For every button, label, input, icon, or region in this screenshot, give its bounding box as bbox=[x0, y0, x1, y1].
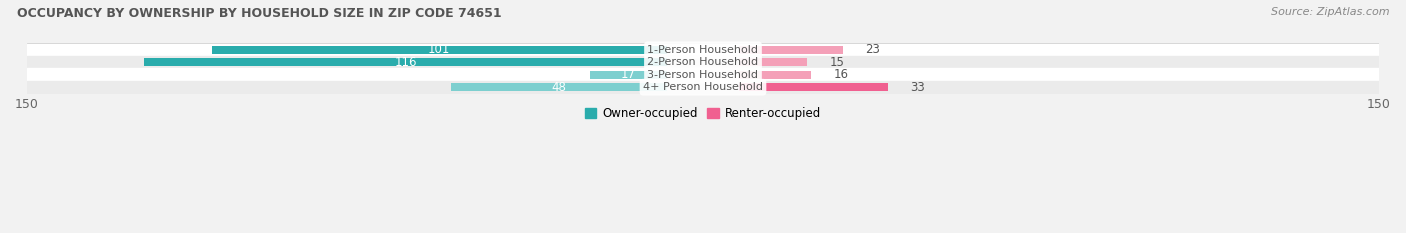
Text: 3-Person Household: 3-Person Household bbox=[648, 70, 758, 80]
Text: 1-Person Household: 1-Person Household bbox=[648, 45, 758, 55]
Bar bbox=[591, 71, 666, 79]
Bar bbox=[212, 46, 666, 54]
Bar bbox=[145, 58, 666, 66]
Text: 23: 23 bbox=[865, 43, 880, 56]
Bar bbox=[27, 44, 1379, 56]
Bar bbox=[450, 83, 666, 91]
Text: 116: 116 bbox=[394, 56, 416, 69]
Text: 16: 16 bbox=[834, 68, 849, 81]
Text: 17: 17 bbox=[621, 68, 636, 81]
Text: 2-Person Household: 2-Person Household bbox=[647, 57, 759, 67]
Bar bbox=[27, 81, 1379, 93]
Bar bbox=[740, 83, 887, 91]
Legend: Owner-occupied, Renter-occupied: Owner-occupied, Renter-occupied bbox=[585, 107, 821, 120]
Bar bbox=[740, 71, 811, 79]
Text: Source: ZipAtlas.com: Source: ZipAtlas.com bbox=[1271, 7, 1389, 17]
Text: 4+ Person Household: 4+ Person Household bbox=[643, 82, 763, 92]
Bar bbox=[740, 46, 842, 54]
Text: 15: 15 bbox=[830, 56, 844, 69]
Bar bbox=[740, 58, 807, 66]
Text: 33: 33 bbox=[910, 81, 925, 94]
Text: 101: 101 bbox=[429, 43, 450, 56]
Bar bbox=[27, 69, 1379, 81]
Bar bbox=[27, 56, 1379, 69]
Text: 48: 48 bbox=[551, 81, 567, 94]
Text: OCCUPANCY BY OWNERSHIP BY HOUSEHOLD SIZE IN ZIP CODE 74651: OCCUPANCY BY OWNERSHIP BY HOUSEHOLD SIZE… bbox=[17, 7, 502, 20]
